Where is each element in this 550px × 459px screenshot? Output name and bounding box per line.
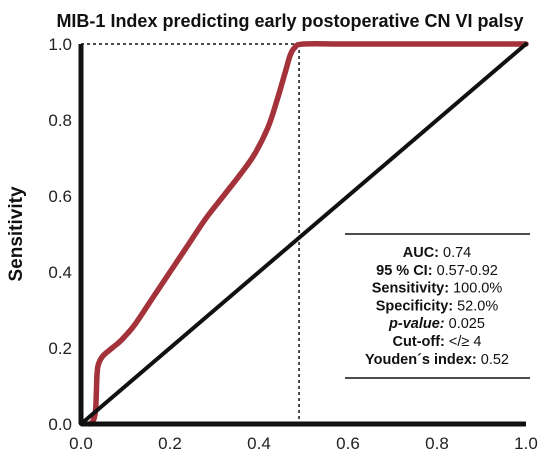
- y-tick-label: 1.0: [48, 35, 72, 54]
- chart-title: MIB-1 Index predicting early postoperati…: [56, 11, 523, 31]
- stat-line: AUC: 0.74: [403, 245, 472, 261]
- x-tick-label: 0.6: [336, 434, 360, 453]
- stat-value: 100.0%: [449, 281, 502, 297]
- x-tick-label: 1.0: [514, 434, 538, 453]
- stat-label: Cut-off:: [393, 334, 445, 350]
- stat-value: </≥ 4: [445, 334, 482, 350]
- stat-value: 0.025: [445, 316, 485, 332]
- stat-line: Specificity: 52.0%: [376, 298, 499, 314]
- axes: [78, 44, 526, 427]
- series-layer: [79, 40, 529, 427]
- stat-value: 0.52: [477, 352, 509, 368]
- y-axis-label: Sensitivity: [6, 186, 27, 281]
- cutoff-guide-lines: [81, 43, 300, 424]
- stat-line: p-value: 0.025: [388, 316, 485, 332]
- stat-value: 52.0%: [453, 298, 498, 314]
- stat-value: 0.57-0.92: [433, 263, 498, 279]
- x-tick-labels: 0.0 0.2 0.4 0.6 0.8 1.0: [69, 434, 538, 453]
- y-tick-label: 0.8: [48, 111, 72, 130]
- stat-label: 95 % CI:: [376, 263, 432, 279]
- x-tick-label: 0.2: [158, 434, 182, 453]
- stat-label: AUC:: [403, 245, 439, 261]
- stat-label: p-value:: [388, 316, 445, 332]
- x-tick-label: 0.8: [425, 434, 449, 453]
- reference-diagonal-line: [79, 42, 528, 426]
- stat-label: Youden´s index:: [365, 352, 477, 368]
- y-tick-label: 0.2: [48, 339, 72, 358]
- x-tick-label: 0.0: [69, 434, 93, 453]
- y-tick-label: 0.4: [48, 263, 72, 282]
- stats-box: AUC: 0.74 95 % CI: 0.57-0.92 Sensitivity: …: [345, 233, 530, 379]
- stat-line: Youden´s index: 0.52: [365, 352, 509, 368]
- stat-value: 0.74: [439, 245, 471, 261]
- roc-curve-line: [87, 40, 529, 427]
- stat-label: Specificity:: [376, 298, 453, 314]
- y-tick-labels: 0.0 0.2 0.4 0.6 0.8 1.0: [48, 35, 72, 434]
- stat-line: 95 % CI: 0.57-0.92: [376, 263, 498, 279]
- y-tick-label: 0.0: [48, 415, 72, 434]
- y-tick-label: 0.6: [48, 187, 72, 206]
- stat-line: Cut-off: </≥ 4: [393, 334, 482, 350]
- stat-line: Sensitivity: 100.0%: [372, 281, 503, 297]
- stat-label: Sensitivity:: [372, 281, 449, 297]
- x-tick-label: 0.4: [247, 434, 271, 453]
